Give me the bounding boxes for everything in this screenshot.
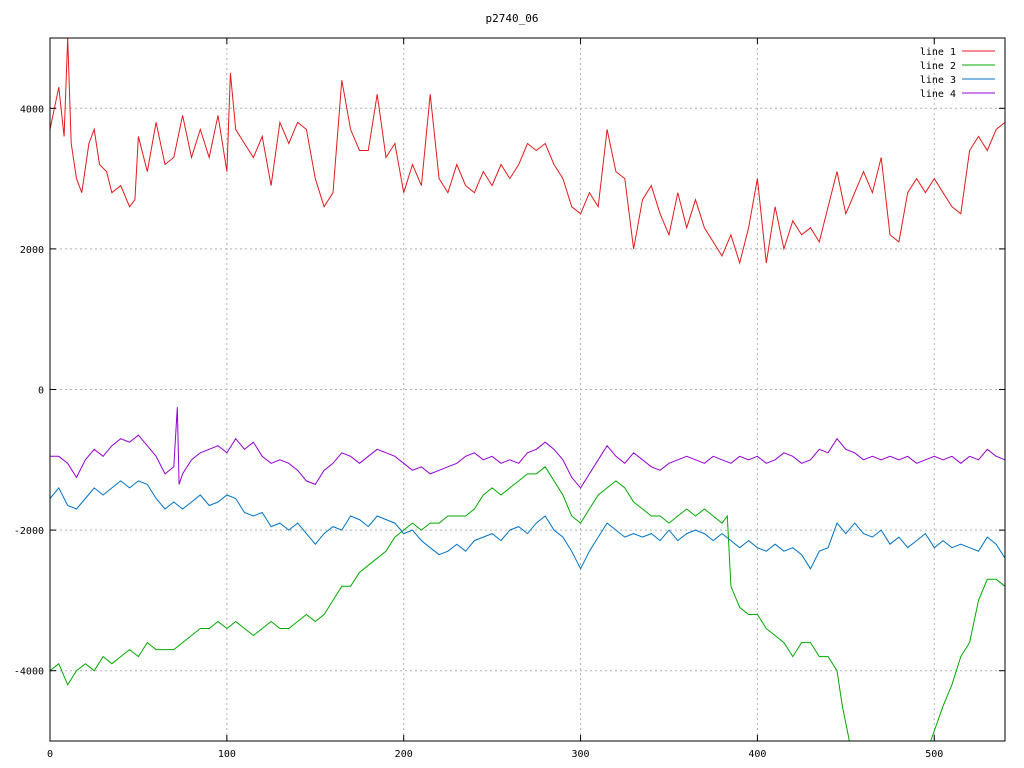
x-tick-label: 200 (395, 749, 413, 760)
y-tick-label: 4000 (20, 104, 44, 115)
x-tick-label: 0 (47, 749, 53, 760)
y-tick-label: -4000 (14, 667, 44, 678)
x-tick-label: 100 (218, 749, 236, 760)
x-tick-label: 300 (572, 749, 590, 760)
series-line-2 (49, 466, 850, 742)
legend-label: line 2 (920, 61, 956, 72)
series-line-5 (50, 407, 1006, 489)
legend-label: line 4 (920, 89, 956, 100)
grid-layer (50, 38, 1005, 741)
x-tick-label: 400 (748, 749, 766, 760)
y-tick-label: 0 (38, 386, 44, 397)
legend: line 1 line 2 line 3 line 4 (920, 47, 995, 100)
series-layer (49, 37, 1006, 742)
chart-title: p2740_06 (485, 12, 539, 25)
legend-label: line 3 (920, 75, 956, 86)
y-tick-label: -2000 (14, 526, 44, 537)
series-line-4 (49, 480, 1006, 570)
series-line-3 (930, 578, 1006, 742)
x-tick-label: 500 (925, 749, 943, 760)
series-line-1 (49, 37, 1006, 265)
legend-label: line 1 (920, 47, 956, 58)
tick-layer: 0 100 200 300 400 500 -4000 -2000 0 2000 4000 (14, 38, 1005, 760)
y-tick-label: 2000 (20, 245, 44, 256)
